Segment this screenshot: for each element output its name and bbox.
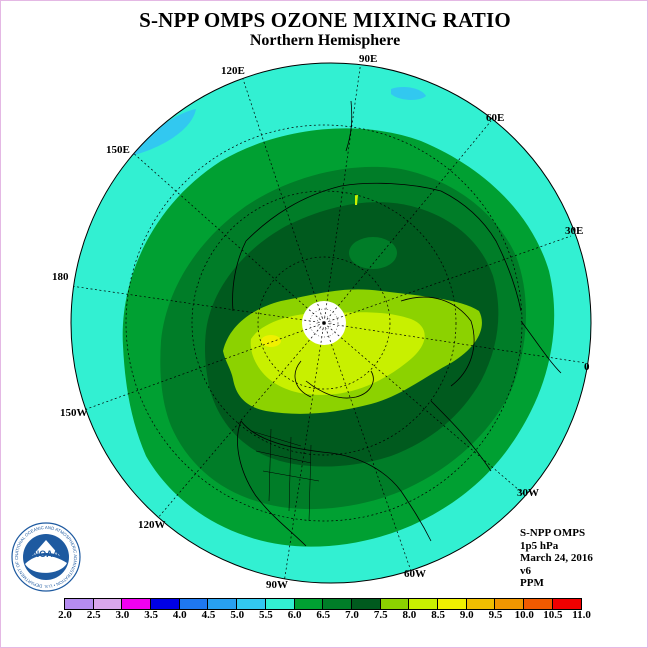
colorbar-tick-label: 9.5 (488, 609, 503, 621)
colorbar-tick-label: 8.5 (431, 609, 445, 621)
colorbar-segment (437, 599, 467, 609)
colorbar-tick-label: 10.5 (543, 609, 563, 621)
colorbar-segment (495, 599, 524, 609)
noaa-logo-ring-text: NATIONAL OCEANIC AND ATMOSPHERIC ADMINIS… (1, 1, 78, 589)
colorbar-segment (65, 599, 94, 609)
colorbar-segment (409, 599, 438, 609)
colorbar-tick-label: 11.0 (572, 609, 591, 621)
colorbar-segment (294, 599, 324, 609)
colorbar-segment (380, 599, 410, 609)
graticule (71, 63, 587, 583)
colorbar-segment (151, 599, 180, 609)
info-block: S-NPP OMPS 1p5 hPa March 24, 2016 v6 PPM (520, 527, 593, 590)
noaa-logo-text: NOAA (33, 549, 60, 559)
colorbar-tick-label: 7.0 (345, 609, 359, 621)
lon-label-30e: 30E (565, 225, 583, 237)
colorbar-segment (552, 599, 582, 609)
colorbar-tick-label: 5.0 (230, 609, 245, 621)
colorbar-segment (93, 599, 123, 609)
colorbar-segment (208, 599, 238, 609)
colorbar-segment (524, 599, 553, 609)
lon-label-150e: 150E (106, 144, 130, 156)
polar-hatch (309, 308, 339, 338)
lon-label-60w: 60W (404, 568, 426, 580)
colorbar-tick-label: 8.0 (402, 609, 417, 621)
contour-6.5-7.0-blob (349, 237, 397, 269)
colorbar-segment (323, 599, 352, 609)
lon-label-60e: 60E (486, 112, 504, 124)
lon-label-0: 0 (584, 361, 590, 373)
contour-spot (355, 195, 358, 205)
colorbar-tick-label: 6.5 (316, 609, 331, 621)
colorbar (64, 598, 583, 610)
lon-label-90w: 90W (266, 579, 288, 591)
colorbar-tick-label: 7.5 (373, 609, 388, 621)
colorbar-tick-label: 4.5 (201, 609, 216, 621)
colorbar-segment (237, 599, 266, 609)
lon-label-180: 180 (52, 271, 69, 283)
lon-label-120w: 120W (138, 519, 166, 531)
map-boundary (70, 62, 592, 584)
contour-5.0-5.5-patch-n (391, 87, 426, 100)
contour-8.5-9.0 (261, 335, 281, 347)
coastlines (232, 100, 562, 547)
colorbar-segment (122, 599, 152, 609)
colorbar-ticks: 2.0 2.5 3.0 3.5 4.0 4.5 5.0 5.5 6.0 6.5 7.0 7.5 8.0 8… (1, 609, 647, 623)
info-units: PPM (520, 577, 544, 589)
lon-label-120e: 120E (221, 65, 245, 77)
colorbar-tick-label: 2.0 (58, 609, 72, 621)
info-date: March 24, 2016 (520, 552, 593, 564)
colorbar-segment (351, 599, 381, 609)
colorbar-tick-label: 2.5 (86, 609, 101, 621)
colorbar-tick-label: 3.0 (115, 609, 130, 621)
colorbar-tick-label: 9.0 (459, 609, 474, 621)
map-subtitle: Northern Hemisphere (249, 32, 401, 49)
colorbar-tick-label: 6.0 (287, 609, 302, 621)
contour-8.0-8.5 (250, 312, 425, 395)
state-borders (250, 428, 320, 522)
lon-label-30w: 30W (517, 487, 539, 499)
colorbar-tick-label: 5.5 (259, 609, 273, 621)
colorbar-tick-label: 10.0 (514, 609, 534, 621)
info-level: 1p5 hPa (520, 539, 559, 552)
colorbar-segment (265, 599, 295, 609)
contour-5.0-5.5-patch-nw (131, 109, 196, 156)
noaa-logo: NATIONAL OCEANIC AND ATMOSPHERIC ADMINIS… (1, 1, 81, 592)
lon-label-150w: 150W (60, 407, 88, 419)
colorbar-tick-label: 4.0 (172, 609, 187, 621)
svg-text:NATIONAL OCEANIC AND ATMOSPHER: NATIONAL OCEANIC AND ATMOSPHERIC ADMINIS… (1, 1, 78, 589)
colorbar-segment (466, 599, 496, 609)
info-version: v6 (520, 564, 531, 577)
lon-label-90e: 90E (359, 53, 377, 65)
info-instrument: S-NPP OMPS (520, 527, 586, 539)
colorbar-segment (179, 599, 209, 609)
map-title: S-NPP OMPS OZONE MIXING RATIO (139, 8, 511, 32)
colorbar-tick-label: 3.5 (144, 609, 158, 621)
